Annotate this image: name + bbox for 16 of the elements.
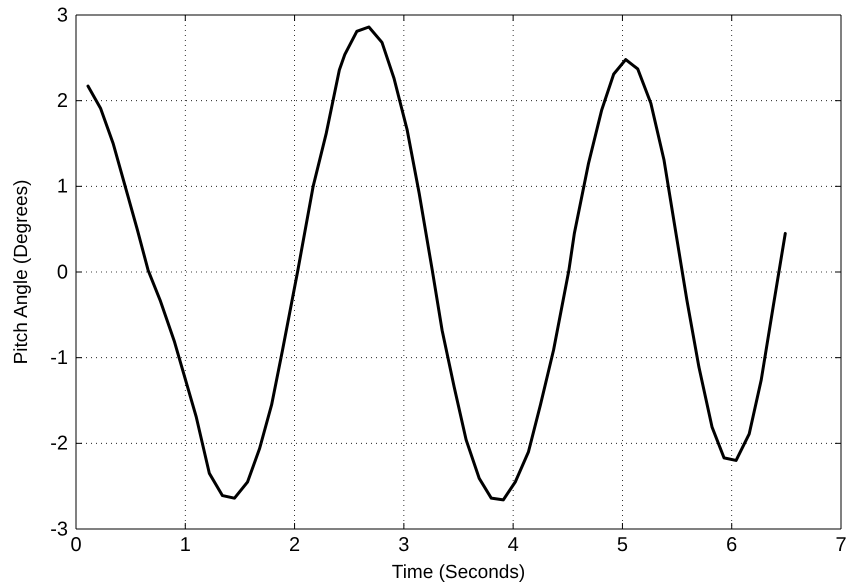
x-tick-label: 6 [726,534,738,556]
x-tick-label: 2 [289,534,300,556]
y-tick-label: 2 [56,90,68,112]
y-tick-label: 3 [56,4,68,26]
y-tick-label: 1 [56,176,68,198]
y-tick-label: 0 [56,261,68,284]
y-axis-title: Pitch Angle (Degrees) [11,180,32,364]
x-tick-label: 3 [398,534,410,556]
x-tick-label: 1 [180,534,191,556]
x-tick-label: 7 [835,534,847,556]
y-tick-label: -1 [50,347,68,370]
x-axis-title: Time (Seconds) [392,562,526,583]
y-tick-label: -2 [50,432,68,455]
x-tick-label: 5 [616,534,628,556]
y-tick-label: -3 [50,518,68,540]
x-tick-label: 4 [508,534,519,556]
